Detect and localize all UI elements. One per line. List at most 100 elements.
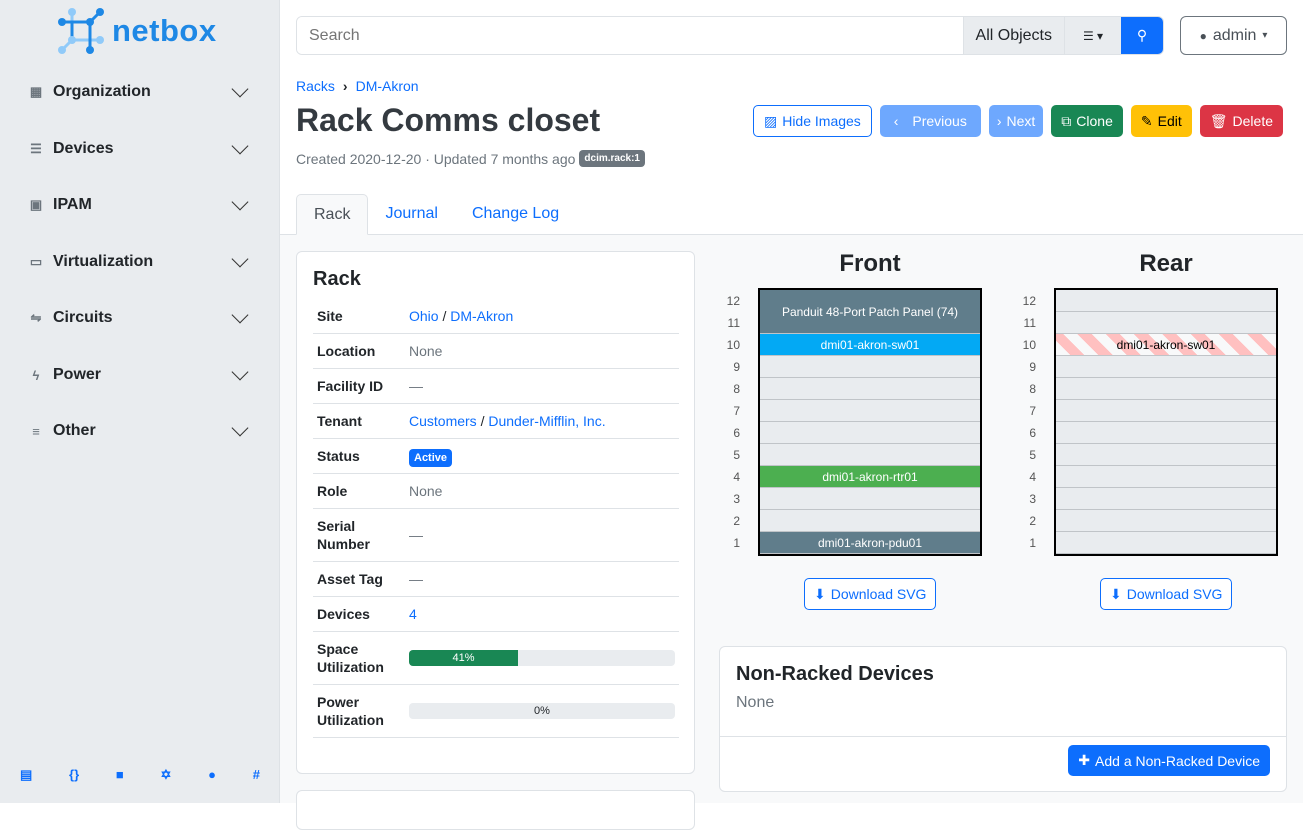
- table-row: Asset Tag —: [313, 561, 679, 597]
- sidebar-item-virtualization[interactable]: ▭ Virtualization: [28, 247, 252, 277]
- edit-button[interactable]: ✎ Edit: [1130, 105, 1192, 137]
- empty-rack-unit[interactable]: [1056, 422, 1276, 444]
- breadcrumb-racks[interactable]: Racks: [296, 78, 335, 94]
- sidebar-item-label: IPAM: [53, 196, 92, 213]
- previous-button[interactable]: ‹ Previous: [879, 105, 981, 137]
- empty-rack-unit[interactable]: [760, 422, 980, 444]
- tab-rack[interactable]: Rack: [296, 194, 369, 235]
- row-label: Power Utilization: [313, 684, 405, 738]
- sidebar-item-label: Virtualization: [53, 253, 154, 270]
- row-label: Asset Tag: [313, 561, 405, 597]
- sidebar-item-organization[interactable]: ▦ Organization: [28, 77, 252, 107]
- page-meta: Created 2020-12-20 · Updated 7 months ag…: [296, 150, 645, 167]
- row-label: Devices: [313, 596, 405, 632]
- scope-select[interactable]: All Objects: [962, 17, 1064, 54]
- empty-rack-unit[interactable]: [1056, 312, 1276, 334]
- github-icon[interactable]: ●: [208, 767, 216, 782]
- download-rear-svg-button[interactable]: ⬇ Download SVG: [1100, 578, 1233, 610]
- next-card: [296, 790, 695, 830]
- pencil-icon: ✎: [1140, 112, 1153, 129]
- next-button[interactable]: › Next: [988, 105, 1044, 137]
- empty-rack-unit[interactable]: [760, 356, 980, 378]
- sidebar-item-other[interactable]: ≡ Other: [28, 416, 252, 446]
- table-row: Space Utilization 41%: [313, 631, 679, 685]
- plus-icon: ✚: [1078, 752, 1091, 768]
- empty-rack-unit[interactable]: [1056, 356, 1276, 378]
- empty-rack-unit[interactable]: [1056, 532, 1276, 554]
- caret-down-icon: ▾: [1262, 30, 1268, 41]
- empty-rack-unit[interactable]: [1056, 378, 1276, 400]
- chevron-left-icon: ‹: [893, 113, 899, 129]
- chevron-down-icon: [231, 419, 249, 437]
- add-non-racked-device-button[interactable]: ✚ Add a Non-Racked Device: [1068, 745, 1270, 776]
- tenant-group-link[interactable]: Customers: [409, 413, 477, 429]
- server-icon: ☰: [30, 141, 42, 156]
- empty-rack-unit[interactable]: [1056, 466, 1276, 488]
- sidebar-item-circuits[interactable]: ⇋ Circuits: [28, 303, 252, 333]
- empty-rack-unit[interactable]: [760, 400, 980, 422]
- filter-icon: ☰ ▾: [1082, 28, 1104, 43]
- netbox-logo[interactable]: netbox: [58, 8, 217, 54]
- search-input[interactable]: [297, 17, 963, 54]
- docs-icon[interactable]: ■: [115, 767, 124, 782]
- button-label: Download SVG: [1126, 586, 1223, 602]
- unit-number: 6: [733, 426, 740, 440]
- download-front-svg-button[interactable]: ⬇ Download SVG: [804, 578, 937, 610]
- devices-count-link[interactable]: 4: [409, 606, 417, 622]
- clone-button[interactable]: ⧉ Clone: [1051, 105, 1123, 137]
- region-link[interactable]: Ohio: [409, 308, 439, 324]
- empty-rack-unit[interactable]: [760, 488, 980, 510]
- empty-rack-unit[interactable]: [760, 378, 980, 400]
- unit-number: 10: [1022, 338, 1036, 352]
- unit-number: 1: [1029, 536, 1036, 550]
- rack-device[interactable]: Panduit 48-Port Patch Panel (74): [760, 290, 980, 334]
- unit-number: 5: [733, 448, 740, 462]
- rack-attributes-table: Site Ohio / DM-Akron Location None Facilit…: [313, 299, 679, 738]
- sidebar-item-ipam[interactable]: ▣ IPAM: [28, 190, 252, 220]
- tab-change-log[interactable]: Change Log: [471, 205, 560, 222]
- empty-rack-unit[interactable]: [760, 444, 980, 466]
- sidebar-item-power[interactable]: ϟ Power: [28, 360, 252, 390]
- delete-button[interactable]: 🗑 Delete: [1199, 105, 1283, 137]
- user-menu[interactable]: ● admin ▾: [1180, 16, 1287, 55]
- breadcrumb-site[interactable]: DM-Akron: [355, 78, 419, 94]
- sidebar-item-devices[interactable]: ☰ Devices: [28, 134, 252, 164]
- space-utilization-fill: 41%: [409, 650, 519, 666]
- tenant-link[interactable]: Dunder-Mifflin, Inc.: [488, 413, 606, 429]
- rack-device[interactable]: dmi01-akron-sw01: [760, 334, 980, 356]
- unit-number: 3: [733, 492, 740, 506]
- tab-journal[interactable]: Journal: [385, 205, 438, 222]
- rack-device[interactable]: dmi01-akron-rtr01: [760, 466, 980, 488]
- table-row: Devices 4: [313, 596, 679, 632]
- unit-number: 1: [733, 536, 740, 550]
- empty-rack-unit[interactable]: [1056, 400, 1276, 422]
- unit-number: 8: [733, 382, 740, 396]
- table-row: Location None: [313, 333, 679, 369]
- empty-rack-unit[interactable]: [1056, 444, 1276, 466]
- table-row: Power Utilization 0%: [313, 684, 679, 738]
- site-link[interactable]: DM-Akron: [450, 308, 514, 324]
- search-button[interactable]: ⚲: [1121, 17, 1163, 54]
- slack-icon[interactable]: #: [252, 767, 260, 782]
- empty-rack-unit[interactable]: [1056, 510, 1276, 532]
- rack-device[interactable]: dmi01-akron-pdu01: [760, 532, 980, 554]
- hide-images-button[interactable]: ▨ Hide Images: [752, 105, 872, 137]
- empty-rack-unit[interactable]: [1056, 488, 1276, 510]
- api-icon[interactable]: {}: [69, 767, 80, 782]
- rear-rack-elevation: dmi01-akron-sw01: [1054, 288, 1278, 556]
- row-label: Location: [313, 333, 405, 369]
- empty-rack-unit[interactable]: [1056, 290, 1276, 312]
- filter-dropdown[interactable]: ☰ ▾: [1064, 17, 1121, 54]
- graphql-icon[interactable]: ✡: [160, 767, 172, 782]
- file-download-icon: ⬇: [814, 585, 826, 602]
- book-icon[interactable]: ▤: [20, 767, 33, 782]
- empty-rack-unit[interactable]: [760, 510, 980, 532]
- button-label: Edit: [1157, 113, 1182, 129]
- unit-number: 9: [1029, 360, 1036, 374]
- rack-device[interactable]: dmi01-akron-sw01: [1056, 334, 1276, 356]
- table-row: Serial Number —: [313, 508, 679, 562]
- button-label: Previous: [912, 113, 967, 129]
- netbox-logo-icon: [58, 8, 104, 54]
- copy-icon: ⧉: [1061, 112, 1072, 129]
- file-download-icon: ⬇: [1110, 585, 1122, 602]
